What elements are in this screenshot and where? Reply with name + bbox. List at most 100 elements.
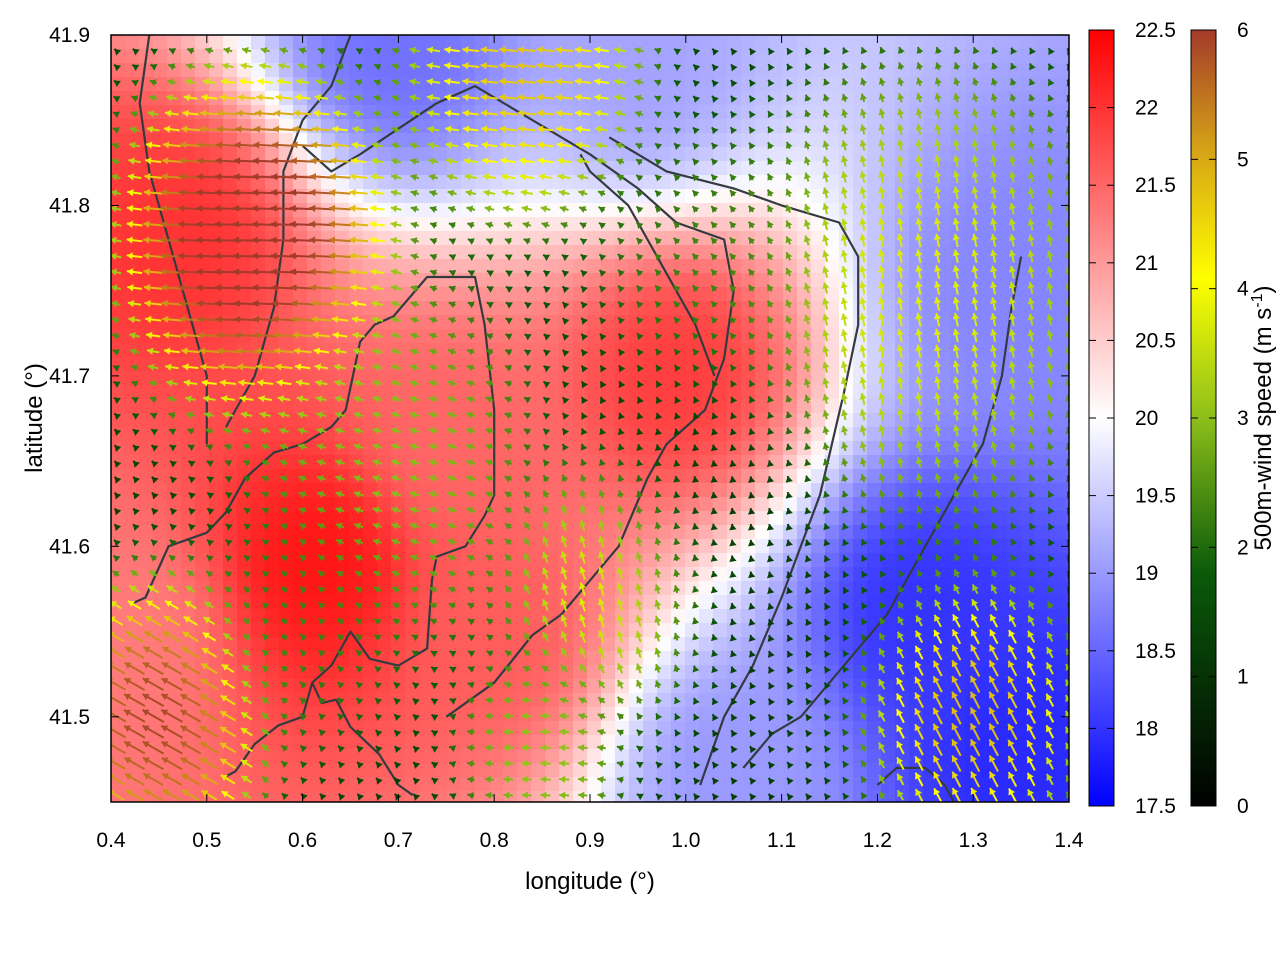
heat-cell xyxy=(615,77,630,92)
heat-cell xyxy=(139,441,154,456)
heat-cell xyxy=(769,455,784,470)
heat-cell xyxy=(1063,147,1078,162)
heat-cell xyxy=(363,679,378,694)
heat-cell xyxy=(923,567,938,582)
heat-cell xyxy=(1021,273,1036,288)
heat-cell xyxy=(503,567,518,582)
heat-cell xyxy=(853,623,868,638)
heat-cell xyxy=(867,245,882,260)
heat-cell xyxy=(643,91,658,106)
heat-cell xyxy=(923,441,938,456)
heat-cell xyxy=(559,763,574,778)
heat-cell xyxy=(265,511,280,526)
heat-cell xyxy=(867,329,882,344)
heat-cell xyxy=(741,609,756,624)
heat-cell xyxy=(1021,357,1036,372)
heat-cell xyxy=(587,273,602,288)
heat-cell xyxy=(1035,455,1050,470)
heat-cell xyxy=(587,399,602,414)
heat-cell xyxy=(1021,105,1036,120)
heat-cell xyxy=(811,399,826,414)
heat-cell xyxy=(895,441,910,456)
heat-cell xyxy=(727,581,742,596)
heat-cell xyxy=(475,651,490,666)
heat-cell xyxy=(825,623,840,638)
heat-cell xyxy=(1063,287,1078,302)
heat-cell xyxy=(853,553,868,568)
heat-cell xyxy=(825,245,840,260)
heat-cell xyxy=(321,399,336,414)
heat-cell xyxy=(685,245,700,260)
heat-cell xyxy=(699,665,714,680)
heat-cell xyxy=(783,427,798,442)
heat-cell xyxy=(1063,315,1078,330)
heat-cell xyxy=(1063,469,1078,484)
heat-cell xyxy=(699,91,714,106)
heat-cell xyxy=(643,133,658,148)
heat-cell xyxy=(587,287,602,302)
heat-cell xyxy=(979,539,994,554)
heat-cell xyxy=(671,455,686,470)
heat-cell xyxy=(755,245,770,260)
heat-cell xyxy=(727,497,742,512)
heat-cell xyxy=(195,567,210,582)
heat-cell xyxy=(531,315,546,330)
heat-cell xyxy=(1007,161,1022,176)
heat-cell xyxy=(349,399,364,414)
heat-cell xyxy=(657,511,672,526)
heat-cell xyxy=(433,161,448,176)
heat-cell xyxy=(811,63,826,78)
heat-cell xyxy=(755,105,770,120)
heat-cell xyxy=(601,721,616,736)
heat-cell xyxy=(741,245,756,260)
heat-cell xyxy=(335,273,350,288)
heat-cell xyxy=(867,539,882,554)
heat-cell xyxy=(769,623,784,638)
heat-cell xyxy=(363,595,378,610)
heat-cell xyxy=(671,315,686,330)
heat-cell xyxy=(223,119,238,134)
heat-cell xyxy=(181,161,196,176)
heat-cell xyxy=(559,273,574,288)
heat-cell xyxy=(1007,399,1022,414)
heat-cell xyxy=(503,273,518,288)
heat-cell xyxy=(475,707,490,722)
heat-cell xyxy=(643,693,658,708)
heat-cell xyxy=(167,35,182,50)
heat-cell xyxy=(601,105,616,120)
heat-cell xyxy=(1063,399,1078,414)
heat-cell xyxy=(251,189,266,204)
heat-cell xyxy=(573,231,588,246)
heat-cell xyxy=(615,763,630,778)
heat-cell xyxy=(657,749,672,764)
heat-cell xyxy=(629,595,644,610)
heat-cell xyxy=(251,637,266,652)
heat-cell xyxy=(559,651,574,666)
heat-cell xyxy=(195,511,210,526)
heat-cell xyxy=(783,399,798,414)
heat-cell xyxy=(671,707,686,722)
heat-cell xyxy=(363,777,378,792)
heat-cell xyxy=(1063,651,1078,666)
heat-cell xyxy=(699,161,714,176)
heat-cell xyxy=(209,357,224,372)
heat-cell xyxy=(195,483,210,498)
heat-cell xyxy=(111,553,126,568)
heat-cell xyxy=(615,553,630,568)
heat-cell xyxy=(377,357,392,372)
heat-cell xyxy=(377,441,392,456)
heat-cell xyxy=(615,609,630,624)
heat-cell xyxy=(167,203,182,218)
heat-cell xyxy=(615,315,630,330)
heat-cell xyxy=(839,749,854,764)
heat-cell xyxy=(307,567,322,582)
heat-cell xyxy=(475,609,490,624)
heat-cell xyxy=(853,497,868,512)
heat-cell xyxy=(489,231,504,246)
heat-cell xyxy=(181,399,196,414)
heat-cell xyxy=(699,203,714,218)
heat-cell xyxy=(671,105,686,120)
heat-cell xyxy=(1049,469,1064,484)
heat-cell xyxy=(979,553,994,568)
heat-cell xyxy=(867,525,882,540)
